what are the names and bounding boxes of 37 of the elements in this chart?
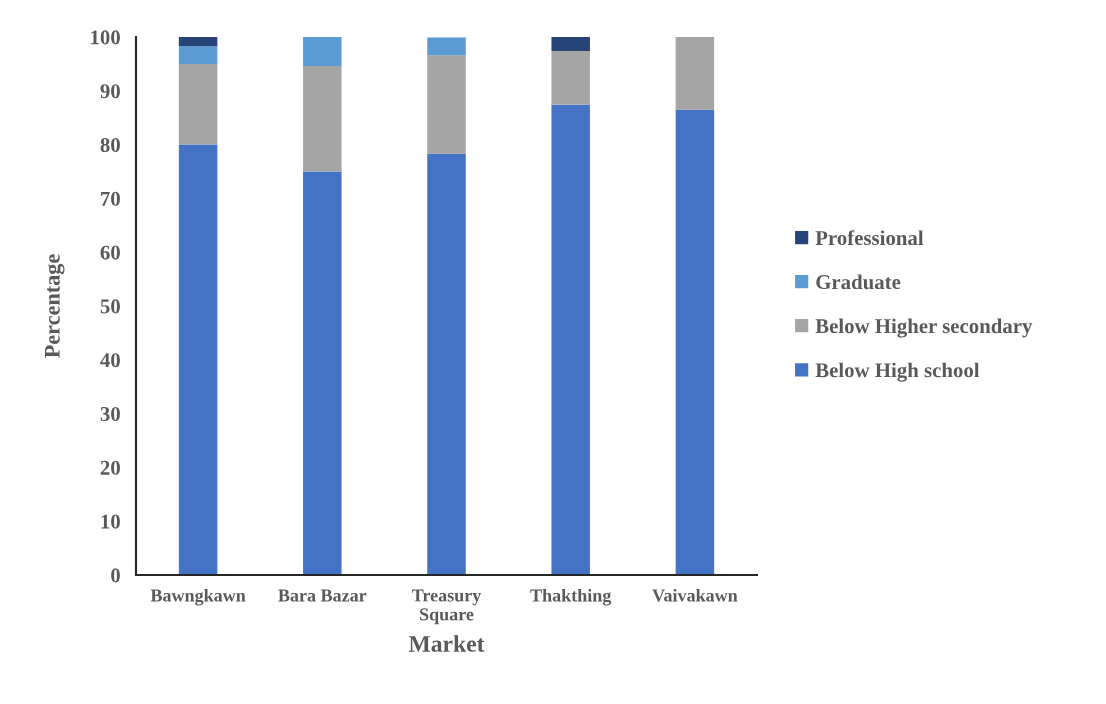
bar — [178, 46, 218, 64]
y-tick-label: 0 — [111, 568, 120, 583]
bar — [427, 37, 466, 56]
legend-label: Graduate — [816, 274, 901, 290]
y-axis-title: Percentage — [45, 254, 65, 358]
x-tick-label: Vaivakawn — [652, 588, 738, 602]
y-tick-label: 10 — [101, 514, 120, 529]
y-tick-label: 40 — [100, 353, 120, 368]
bar — [178, 144, 218, 575]
bar — [303, 171, 342, 575]
legend-label: Professional — [815, 230, 924, 246]
bar — [551, 104, 590, 575]
x-tick-label: Bawngkawn — [150, 588, 246, 606]
y-tick-label: 90 — [100, 84, 120, 99]
bar — [551, 50, 590, 105]
y-tick-label: 100 — [91, 30, 120, 45]
bar — [303, 37, 342, 67]
legend-label: Below High school — [815, 362, 980, 382]
y-tick-label: 60 — [100, 245, 120, 260]
x-tick-label: Thakthing — [530, 588, 612, 606]
bar — [427, 55, 466, 154]
y-tick-label: 30 — [100, 406, 120, 422]
bar — [551, 37, 590, 51]
y-tick-label: 70 — [101, 191, 120, 206]
bar — [675, 37, 715, 110]
x-tick-label: Bara Bazar — [278, 589, 367, 602]
bar — [178, 63, 218, 145]
y-tick-label: 80 — [100, 137, 120, 153]
legend-label: Below Higher secondary — [815, 318, 1033, 338]
x-tick-label: Treasury Square — [412, 589, 482, 625]
bar — [178, 37, 218, 47]
bar — [303, 66, 342, 172]
bar — [427, 153, 466, 575]
y-tick-label: 20 — [100, 460, 120, 475]
bar — [675, 109, 715, 575]
x-axis-title: Market — [408, 635, 485, 652]
y-tick-label: 50 — [100, 299, 120, 314]
